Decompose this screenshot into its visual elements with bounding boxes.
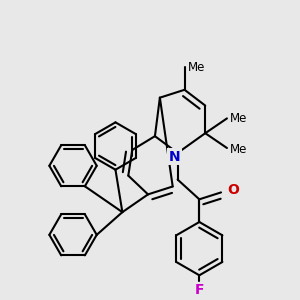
- Text: N: N: [169, 150, 181, 164]
- Text: N: N: [169, 151, 181, 165]
- Text: Me: Me: [230, 112, 247, 125]
- Text: Me: Me: [230, 143, 247, 157]
- Text: F: F: [195, 283, 204, 297]
- Text: Me: Me: [188, 61, 205, 74]
- Text: O: O: [227, 183, 239, 197]
